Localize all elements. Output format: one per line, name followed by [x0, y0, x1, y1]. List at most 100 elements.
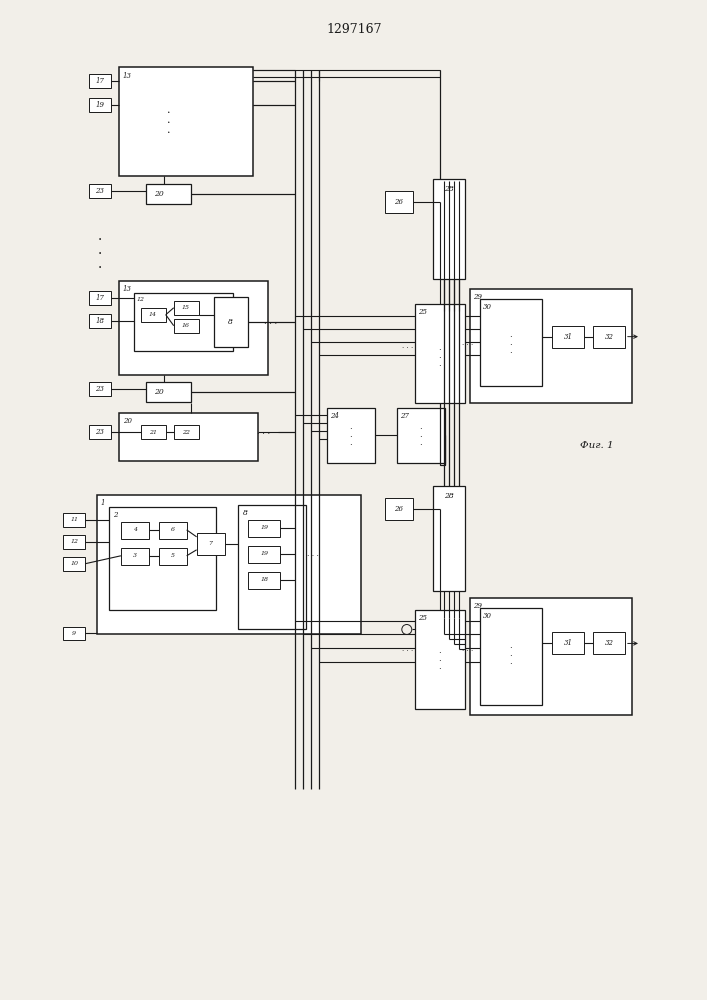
- Text: 25: 25: [418, 308, 427, 316]
- Text: 12: 12: [137, 297, 145, 302]
- Text: . . .: . . .: [462, 645, 473, 653]
- Bar: [469, 598, 632, 715]
- Text: 32: 32: [604, 333, 614, 341]
- Bar: [134, 293, 233, 351]
- Text: .
.
.: . . .: [419, 423, 422, 447]
- Text: 19: 19: [260, 525, 269, 530]
- Bar: [89, 291, 111, 305]
- Text: .
.
.: . . .: [438, 647, 441, 671]
- Text: 14: 14: [148, 312, 157, 317]
- Text: 22: 22: [182, 430, 189, 435]
- Bar: [63, 535, 85, 549]
- Text: 19: 19: [260, 551, 269, 556]
- Bar: [119, 281, 269, 375]
- Text: 23: 23: [95, 187, 105, 195]
- Text: .: .: [98, 257, 102, 271]
- Bar: [89, 425, 111, 439]
- Text: 23: 23: [95, 385, 105, 393]
- Text: 29: 29: [474, 602, 482, 610]
- Bar: [238, 505, 306, 629]
- Text: 26: 26: [395, 198, 403, 206]
- Bar: [109, 507, 216, 610]
- Text: 13: 13: [123, 285, 132, 293]
- Text: . . .: . . .: [308, 550, 319, 558]
- Bar: [121, 522, 148, 539]
- Text: 16: 16: [182, 323, 189, 328]
- Bar: [397, 408, 445, 463]
- Bar: [552, 326, 584, 348]
- Bar: [593, 632, 625, 654]
- Text: 20: 20: [154, 388, 163, 396]
- Text: 7: 7: [209, 541, 213, 546]
- Text: 31: 31: [563, 333, 573, 341]
- Text: . . .: . . .: [462, 339, 473, 347]
- Bar: [89, 74, 111, 88]
- Text: Фиг. 1: Фиг. 1: [580, 441, 614, 450]
- Text: 19: 19: [95, 101, 105, 109]
- Text: 8: 8: [228, 318, 233, 326]
- Bar: [97, 495, 361, 634]
- Bar: [121, 548, 148, 565]
- Text: .
.
.: . . .: [438, 344, 441, 368]
- Bar: [89, 382, 111, 396]
- Text: 9: 9: [72, 631, 76, 636]
- Bar: [159, 522, 187, 539]
- Text: .: .: [98, 229, 102, 243]
- Bar: [433, 486, 464, 591]
- Bar: [385, 191, 413, 213]
- Text: 32: 32: [604, 639, 614, 647]
- Bar: [415, 304, 464, 403]
- Bar: [63, 513, 85, 527]
- Text: 17: 17: [95, 294, 105, 302]
- Bar: [146, 184, 191, 204]
- Bar: [146, 382, 191, 402]
- Text: 17: 17: [95, 77, 105, 85]
- Bar: [479, 608, 542, 705]
- Text: 8: 8: [243, 509, 247, 517]
- Text: . . .: . . .: [402, 342, 414, 350]
- Bar: [89, 314, 111, 328]
- Text: 20: 20: [154, 190, 163, 198]
- Bar: [174, 301, 199, 315]
- Text: . . .: . . .: [264, 318, 277, 326]
- Text: 30: 30: [482, 303, 491, 311]
- Text: 27: 27: [400, 412, 409, 420]
- Text: 10: 10: [70, 561, 78, 566]
- Text: .
.
.: . . .: [509, 642, 512, 666]
- Text: 21: 21: [148, 430, 157, 435]
- Bar: [89, 98, 111, 112]
- Bar: [119, 413, 258, 461]
- Bar: [214, 297, 248, 347]
- Bar: [469, 289, 632, 403]
- Bar: [248, 546, 280, 563]
- Text: 13: 13: [123, 72, 132, 80]
- Text: 1297167: 1297167: [326, 23, 382, 36]
- Text: 31: 31: [563, 639, 573, 647]
- Bar: [174, 319, 199, 333]
- Text: 15: 15: [182, 305, 189, 310]
- Text: 11: 11: [70, 517, 78, 522]
- Bar: [197, 533, 225, 555]
- Text: 2: 2: [113, 511, 117, 519]
- Bar: [119, 67, 253, 176]
- Text: . . .: . . .: [402, 645, 414, 653]
- Bar: [433, 179, 464, 279]
- Text: 20: 20: [123, 417, 132, 425]
- Text: .
.
.: . . .: [350, 423, 352, 447]
- Bar: [159, 548, 187, 565]
- Bar: [141, 308, 165, 322]
- Text: 3: 3: [133, 553, 137, 558]
- Bar: [552, 632, 584, 654]
- Bar: [248, 520, 280, 537]
- Text: 24: 24: [330, 412, 339, 420]
- Text: 23: 23: [95, 428, 105, 436]
- Bar: [89, 184, 111, 198]
- Bar: [141, 425, 165, 439]
- Text: 25: 25: [418, 614, 427, 622]
- Text: 12: 12: [70, 539, 78, 544]
- Bar: [327, 408, 375, 463]
- Text: .: .: [98, 243, 102, 257]
- Text: 4: 4: [133, 527, 137, 532]
- Bar: [63, 557, 85, 571]
- Text: 26: 26: [395, 505, 403, 513]
